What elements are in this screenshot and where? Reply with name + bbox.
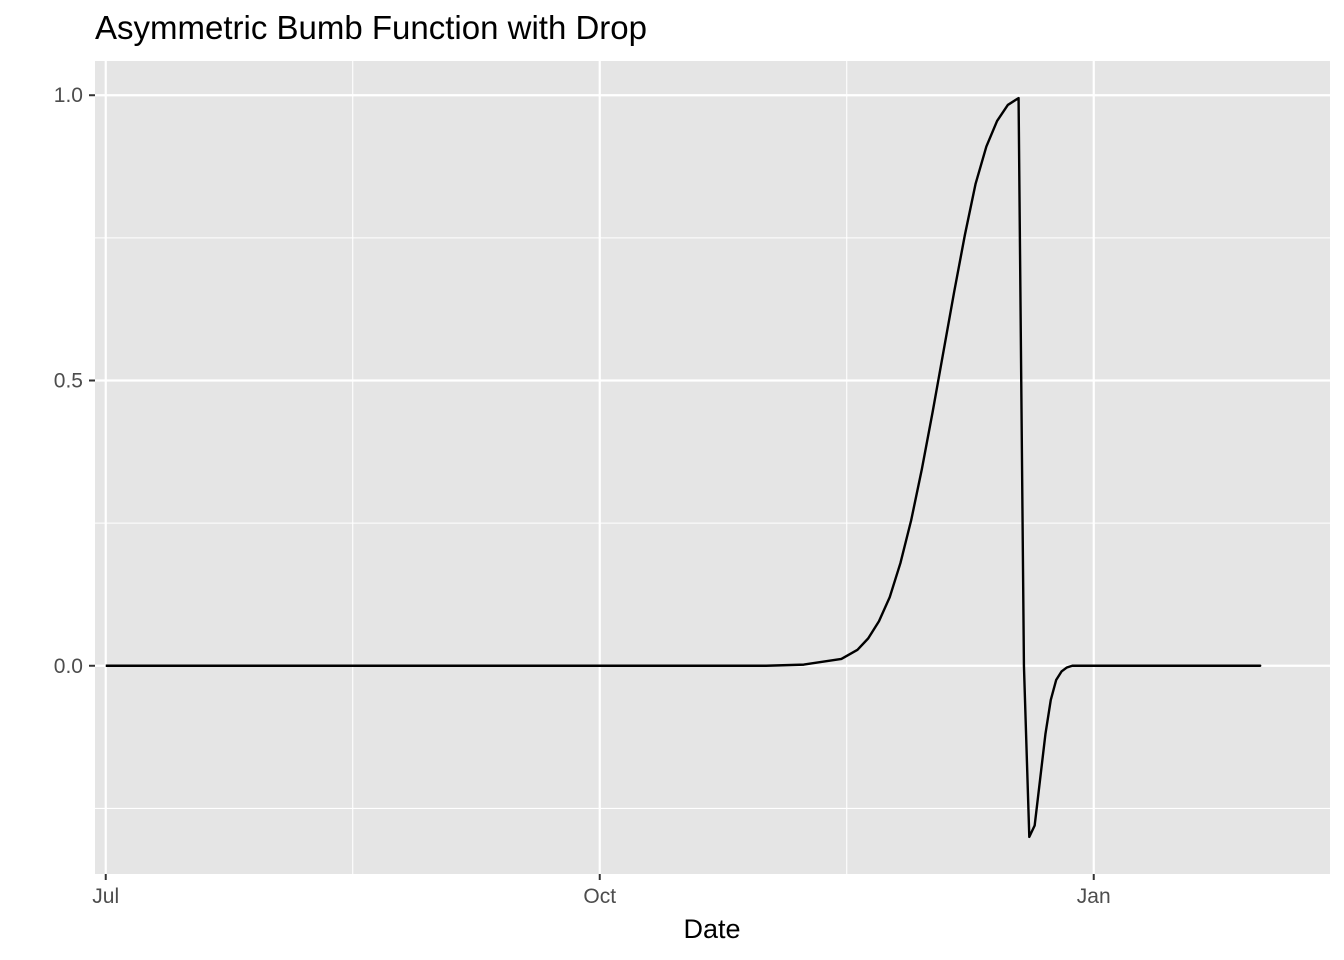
- x-tick-label: Oct: [583, 885, 616, 908]
- y-tick-label: 0.0: [54, 655, 83, 678]
- series-line: [105, 96, 1262, 839]
- x-tick-label: Jul: [92, 885, 119, 908]
- y-axis: 0.0 0.5 1.0: [54, 84, 95, 678]
- x-axis: Jul Oct Jan: [92, 874, 1111, 908]
- x-tick-label: Jan: [1077, 885, 1111, 908]
- minor-gridlines: [95, 61, 1330, 874]
- y-tick-label: 1.0: [54, 84, 83, 107]
- chart-title: Asymmetric Bumb Function with Drop: [95, 9, 647, 46]
- y-tick-label: 0.5: [54, 369, 83, 392]
- x-axis-title: Date: [683, 914, 740, 944]
- plot-panel: [95, 61, 1330, 874]
- series-group: [105, 96, 1262, 839]
